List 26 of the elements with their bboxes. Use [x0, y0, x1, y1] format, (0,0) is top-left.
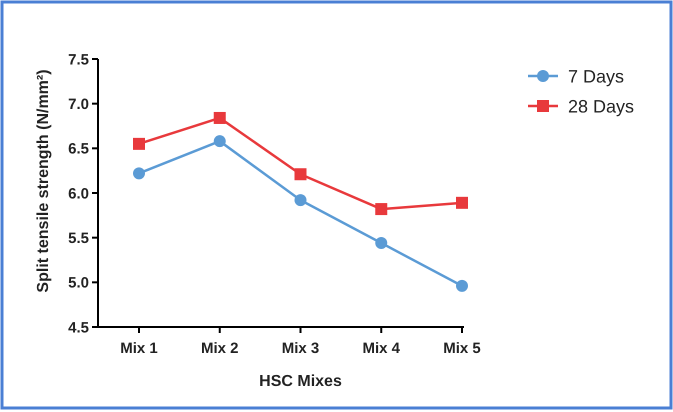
y-tick-label: 5.5	[68, 230, 89, 247]
y-tick-label: 5.0	[68, 274, 89, 292]
y-tick-label: 6.0	[68, 185, 89, 202]
point	[375, 203, 388, 216]
point	[133, 167, 145, 180]
point	[294, 168, 306, 180]
point	[456, 280, 468, 292]
point	[375, 237, 388, 250]
point	[214, 112, 226, 124]
point	[456, 196, 468, 209]
x-tick-label: Mix 2	[200, 340, 239, 357]
y-tick-label: 7.0	[68, 96, 89, 113]
legend-label: 7 Days	[568, 66, 624, 86]
x-tick-label: Mix 3	[282, 340, 320, 357]
legend-label: 28 Days	[568, 96, 634, 116]
y-tick-label: 6.5	[68, 140, 89, 158]
y-tick-label: 7.5	[68, 51, 89, 68]
point	[294, 194, 306, 206]
point	[214, 135, 226, 148]
x-tick-label: Mix 1	[120, 340, 158, 357]
point	[133, 138, 145, 150]
x-tick-label: Mix 5	[443, 340, 481, 357]
x-tick-label: Mix 4	[362, 340, 401, 357]
y-tick-label: 4.5	[68, 319, 89, 336]
y-axis-title: Split tensile strength (N/mm²)	[35, 69, 52, 293]
x-axis-title: HSC Mixes	[259, 373, 342, 390]
